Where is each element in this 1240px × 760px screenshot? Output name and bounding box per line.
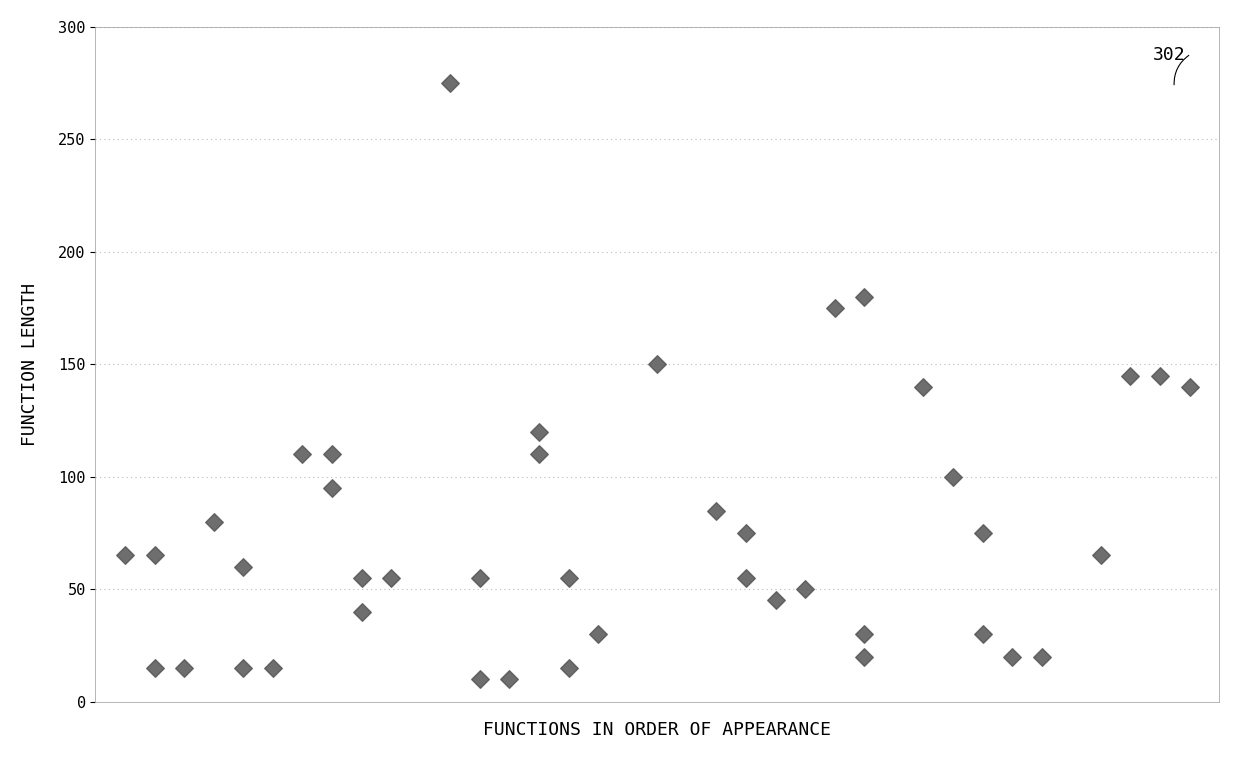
Point xyxy=(559,662,579,674)
Point xyxy=(1121,369,1141,382)
Point xyxy=(854,629,874,641)
Point xyxy=(145,662,165,674)
Y-axis label: FUNCTION LENGTH: FUNCTION LENGTH xyxy=(21,283,38,446)
Point xyxy=(1149,369,1169,382)
Point xyxy=(854,291,874,303)
Point xyxy=(765,594,785,606)
Point xyxy=(381,572,401,584)
Point xyxy=(203,516,223,528)
Point xyxy=(737,572,756,584)
Point xyxy=(944,470,963,483)
Point xyxy=(737,527,756,539)
Point xyxy=(825,302,844,314)
Point xyxy=(470,673,490,686)
Point xyxy=(1091,549,1111,562)
Point xyxy=(914,381,934,393)
X-axis label: FUNCTIONS IN ORDER OF APPEARANCE: FUNCTIONS IN ORDER OF APPEARANCE xyxy=(484,721,831,739)
Point xyxy=(1179,381,1199,393)
Point xyxy=(352,572,372,584)
Point xyxy=(293,448,312,461)
Point xyxy=(322,482,342,494)
Point xyxy=(1032,651,1052,663)
Point xyxy=(440,77,460,89)
Point xyxy=(588,629,608,641)
Text: 302: 302 xyxy=(1153,46,1185,64)
Point xyxy=(559,572,579,584)
Point xyxy=(322,448,342,461)
Point xyxy=(795,583,815,595)
Point xyxy=(470,572,490,584)
Point xyxy=(1002,651,1022,663)
Point xyxy=(972,527,992,539)
Point xyxy=(707,505,727,517)
Point xyxy=(115,549,135,562)
Point xyxy=(352,606,372,618)
Point xyxy=(529,448,549,461)
Point xyxy=(145,549,165,562)
Point xyxy=(500,673,520,686)
Point xyxy=(263,662,283,674)
Point xyxy=(647,358,667,370)
Point xyxy=(529,426,549,438)
Point xyxy=(233,561,253,573)
Point xyxy=(972,629,992,641)
Point xyxy=(174,662,193,674)
Point xyxy=(233,662,253,674)
Point xyxy=(854,651,874,663)
